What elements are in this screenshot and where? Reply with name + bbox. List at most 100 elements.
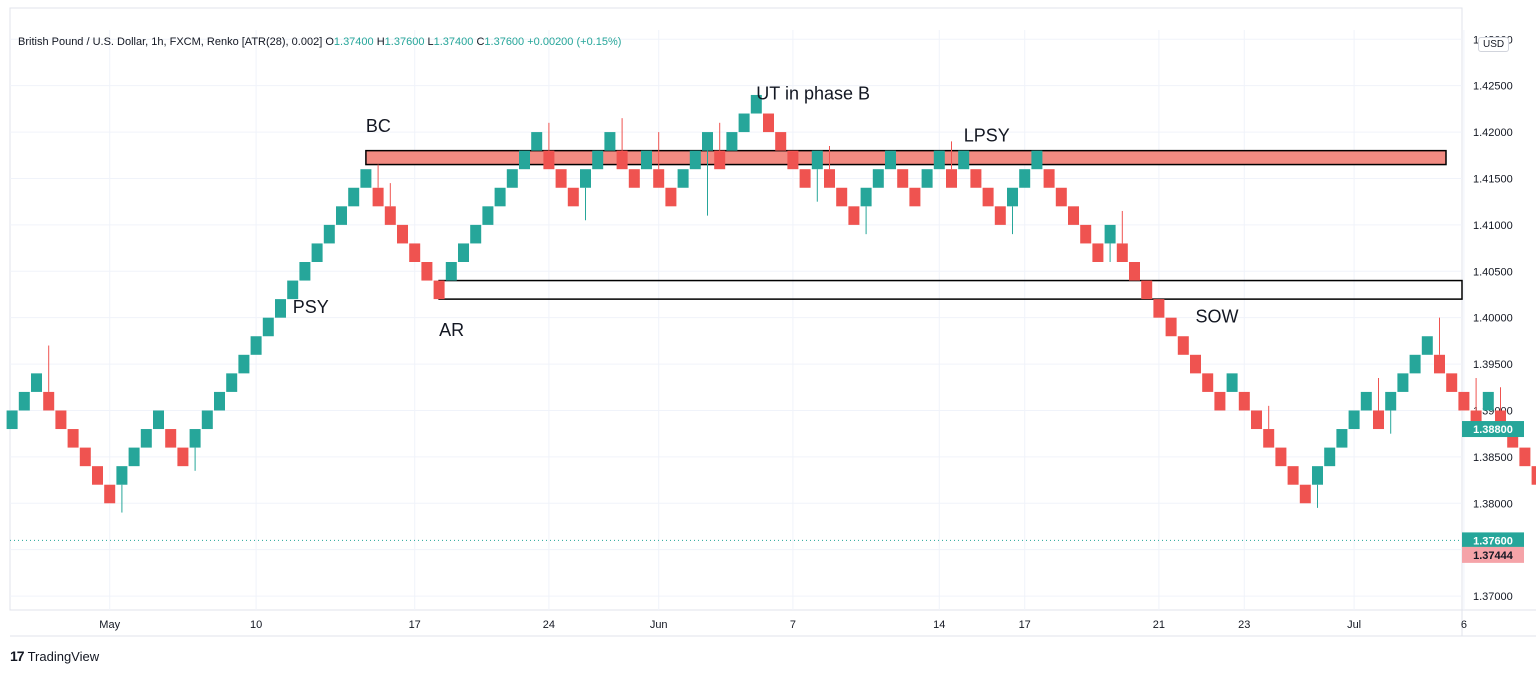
support-zone [438, 279, 1463, 300]
renko-brick-up [641, 150, 652, 170]
price-tag-label: 1.37444 [1473, 550, 1514, 562]
price-tag-bg [1462, 532, 1524, 549]
renko-brick-down [384, 206, 396, 225]
annotation-label: PSY [293, 297, 329, 317]
renko-brick-up [1104, 224, 1116, 244]
renko-brick-down [1055, 187, 1067, 207]
renko-brick-down [653, 169, 665, 188]
renko-brick-down [1434, 354, 1445, 374]
y-tick-label: 1.42500 [1473, 81, 1513, 93]
renko-brick-up [214, 391, 225, 411]
renko-brick-up [1385, 391, 1397, 411]
renko-brick-down [1275, 447, 1287, 467]
y-tick-label: 1.40000 [1473, 313, 1513, 325]
renko-brick-down [1177, 336, 1189, 355]
renko-brick-down [397, 224, 408, 244]
open-value: 1.37400 [333, 36, 374, 48]
renko-brick-down [1202, 373, 1214, 392]
renko-brick-down [165, 429, 177, 448]
renko-brick-up [726, 132, 738, 151]
x-tick-label: 24 [543, 619, 555, 631]
x-tick-label: 21 [1153, 619, 1165, 631]
renko-brick-up [1482, 391, 1494, 411]
currency-badge[interactable]: USD [1478, 37, 1510, 52]
annotation-label: AR [439, 320, 464, 340]
resistance-zone [365, 149, 1447, 166]
renko-brick-down [1263, 429, 1275, 448]
renko-brick-up [677, 169, 689, 188]
renko-brick-up [31, 373, 42, 392]
x-tick-label: Jun [650, 619, 668, 631]
x-tick-label: 23 [1238, 619, 1250, 631]
symbol-legend: British Pound / U.S. Dollar, 1h, FXCM, R… [18, 36, 621, 48]
renko-brick-down [1068, 206, 1079, 225]
high-label: H [376, 36, 385, 48]
renko-brick-up [140, 429, 152, 448]
renko-brick-down [1470, 410, 1482, 430]
renko-brick-up [506, 169, 518, 188]
renko-brick-down [1458, 391, 1470, 411]
renko-brick-down [177, 447, 189, 467]
renko-brick-down [616, 150, 628, 170]
renko-brick-up [18, 391, 30, 411]
x-tick-label: 6 [1461, 619, 1467, 631]
x-tick-label: 7 [790, 619, 796, 631]
price-tag-bg [1462, 546, 1524, 563]
tradingview-logo-icon: 17 [10, 648, 25, 664]
renko-brick-up [604, 132, 616, 151]
x-tick-label: 14 [933, 619, 945, 631]
price-tag-label: 1.37600 [1473, 535, 1513, 547]
renko-brick-up [958, 150, 970, 170]
y-tick-label: 1.41500 [1473, 173, 1513, 185]
renko-brick-down [982, 187, 994, 207]
renko-brick-down [372, 187, 384, 207]
renko-brick-up [275, 299, 286, 318]
x-tick-label: 10 [250, 619, 262, 631]
renko-brick-up [445, 262, 457, 281]
renko-brick-down [1190, 354, 1201, 374]
renko-brick-down [628, 169, 640, 188]
annotation-label: SOW [1196, 306, 1239, 326]
renko-brick-down [763, 113, 774, 133]
renko-brick-up [360, 169, 372, 188]
renko-brick-up [811, 150, 823, 170]
renko-brick-down [43, 391, 55, 411]
price-tag-bg [1462, 421, 1524, 438]
y-tick-label: 1.41000 [1473, 220, 1513, 232]
renko-brick-down [1080, 224, 1092, 244]
renko-brick-down [970, 169, 982, 188]
renko-brick-up [531, 132, 543, 151]
renko-brick-down [1153, 299, 1165, 318]
close-value: 1.37600 [484, 36, 525, 48]
renko-brick-up [860, 187, 872, 207]
renko-brick-up [1031, 150, 1043, 170]
renko-brick-down [1251, 410, 1262, 430]
renko-brick-up [580, 169, 591, 188]
renko-brick-up [1336, 429, 1348, 448]
renko-brick-up [287, 280, 299, 300]
low-value: 1.37400 [433, 36, 474, 48]
renko-brick-up [458, 243, 469, 262]
tradingview-branding[interactable]: 17 TradingView [10, 648, 99, 664]
renko-brick-down [946, 169, 957, 188]
renko-brick-down [104, 484, 116, 504]
renko-brick-down [543, 150, 555, 170]
renko-brick-up [872, 169, 884, 188]
price-tag-label: 1.38800 [1473, 424, 1513, 436]
renko-brick-down [1141, 280, 1153, 300]
renko-brick-up [494, 187, 506, 207]
low-label: L [427, 36, 434, 48]
renko-brick-up [336, 206, 347, 225]
renko-brick-down [1287, 466, 1299, 485]
renko-brick-down [67, 429, 79, 448]
close-label: C [476, 36, 485, 48]
renko-brick-up [470, 224, 482, 244]
renko-brick-down [421, 262, 433, 281]
x-tick-label: 17 [1019, 619, 1031, 631]
renko-brick-down [79, 447, 91, 467]
renko-brick-down [1116, 243, 1128, 262]
x-tick-label: Jul [1347, 619, 1361, 631]
x-tick-label: 17 [409, 619, 421, 631]
